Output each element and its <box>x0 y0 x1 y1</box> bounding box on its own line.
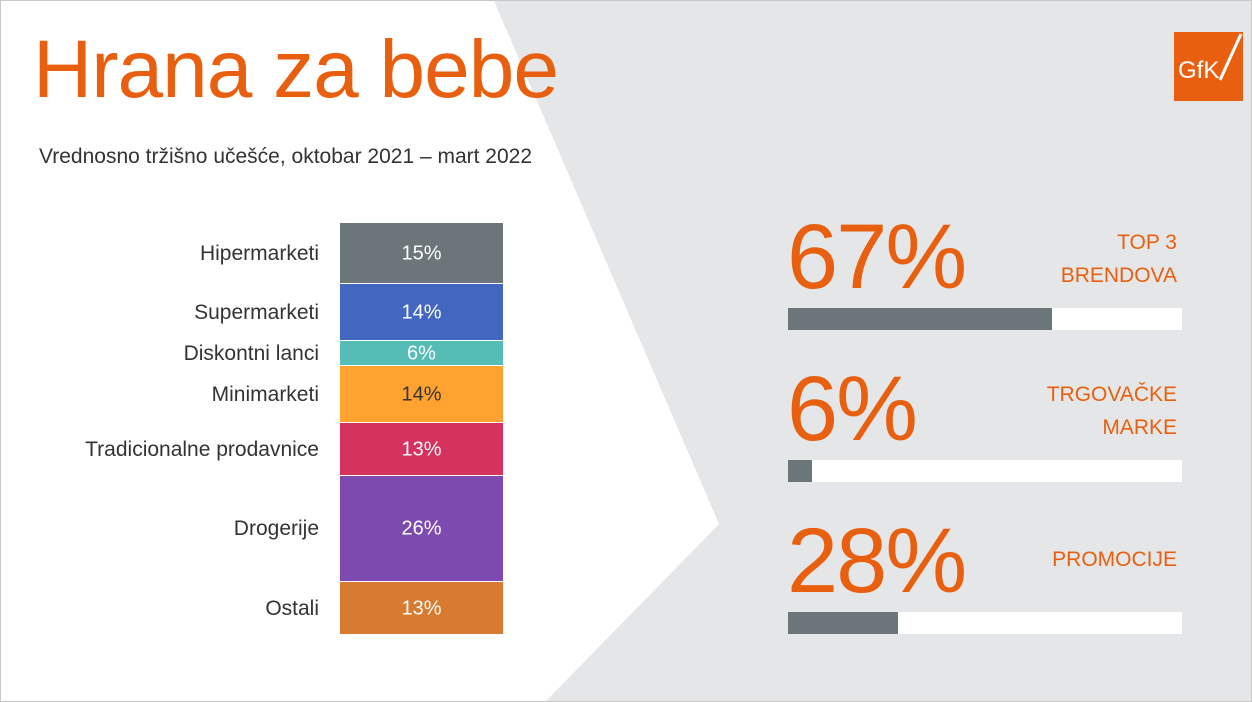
kpi-bar-fill <box>788 308 1052 330</box>
bar-segment-4 <box>340 366 503 423</box>
bar-segment-7 <box>340 582 503 635</box>
svg-text:GfK: GfK <box>1178 57 1219 84</box>
kpi-label: PROMOCIJE <box>1052 548 1177 571</box>
bar-segment-1 <box>340 223 503 284</box>
segment-value-label: 14% <box>401 383 442 405</box>
category-label: Minimarketi <box>211 382 319 406</box>
kpi-value: 67% <box>787 206 967 308</box>
category-label: Hipermarketi <box>199 241 319 265</box>
segment-value-label: 14% <box>401 301 442 323</box>
segment-value-label: 26% <box>401 517 442 540</box>
kpi-bar-fill <box>788 460 812 482</box>
segment-value-label: 13% <box>401 438 442 460</box>
segment-value-label: 13% <box>401 597 442 619</box>
gfk-logo: GfK <box>1174 32 1243 101</box>
page-subtitle: Vrednosno tržišno učešće, oktobar 2021 –… <box>39 145 533 168</box>
kpi-bar-track <box>788 308 1182 330</box>
kpi-bar-track <box>788 460 1182 482</box>
kpi-bar-track <box>788 612 1182 634</box>
category-label: Diskontni lanci <box>183 341 319 365</box>
category-label: Ostali <box>265 596 319 620</box>
category-label: Drogerije <box>233 517 319 540</box>
kpi-label: TOP 3 BRENDOVA <box>1060 231 1177 287</box>
category-labels: Hipermarketi Supermarketi Diskontni lanci M… <box>1 1 331 701</box>
page-title: Hrana za bebe <box>33 24 559 115</box>
kpi-value: 28% <box>787 510 967 612</box>
bar-segment-2 <box>340 284 503 341</box>
kpi-label: TRGOVAČKE MARKE <box>1046 383 1177 439</box>
category-label: Supermarketi <box>194 300 319 324</box>
bar-segment-6 <box>340 476 503 582</box>
segment-value-label: 15% <box>401 242 442 264</box>
kpi-value: 6% <box>787 358 918 460</box>
segment-value-label: 6% <box>340 342 503 365</box>
stacked-bar-chart: 15% 14% 6% 14% 13% 26% 13% <box>340 223 503 636</box>
bar-segment-5 <box>340 423 503 476</box>
kpi-bar-fill <box>788 612 898 634</box>
category-label: Tradicionalne prodavnice <box>85 437 319 461</box>
